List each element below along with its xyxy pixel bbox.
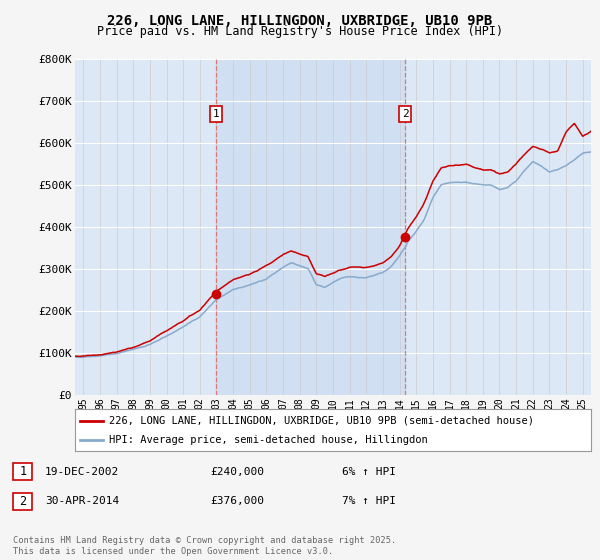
- Text: 226, LONG LANE, HILLINGDON, UXBRIDGE, UB10 9PB: 226, LONG LANE, HILLINGDON, UXBRIDGE, UB…: [107, 14, 493, 28]
- Text: 226, LONG LANE, HILLINGDON, UXBRIDGE, UB10 9PB (semi-detached house): 226, LONG LANE, HILLINGDON, UXBRIDGE, UB…: [109, 416, 533, 426]
- Text: 6% ↑ HPI: 6% ↑ HPI: [342, 466, 396, 477]
- Text: 19-DEC-2002: 19-DEC-2002: [45, 466, 119, 477]
- Text: 2: 2: [19, 494, 26, 508]
- Text: HPI: Average price, semi-detached house, Hillingdon: HPI: Average price, semi-detached house,…: [109, 435, 427, 445]
- Text: Price paid vs. HM Land Registry's House Price Index (HPI): Price paid vs. HM Land Registry's House …: [97, 25, 503, 38]
- Text: 2: 2: [401, 109, 409, 119]
- Text: 7% ↑ HPI: 7% ↑ HPI: [342, 496, 396, 506]
- Text: 1: 1: [212, 109, 219, 119]
- Text: £240,000: £240,000: [210, 466, 264, 477]
- Bar: [216, 59, 405, 395]
- Text: Contains HM Land Registry data © Crown copyright and database right 2025.
This d: Contains HM Land Registry data © Crown c…: [13, 536, 397, 556]
- Text: £376,000: £376,000: [210, 496, 264, 506]
- Text: 30-APR-2014: 30-APR-2014: [45, 496, 119, 506]
- Text: 1: 1: [19, 465, 26, 478]
